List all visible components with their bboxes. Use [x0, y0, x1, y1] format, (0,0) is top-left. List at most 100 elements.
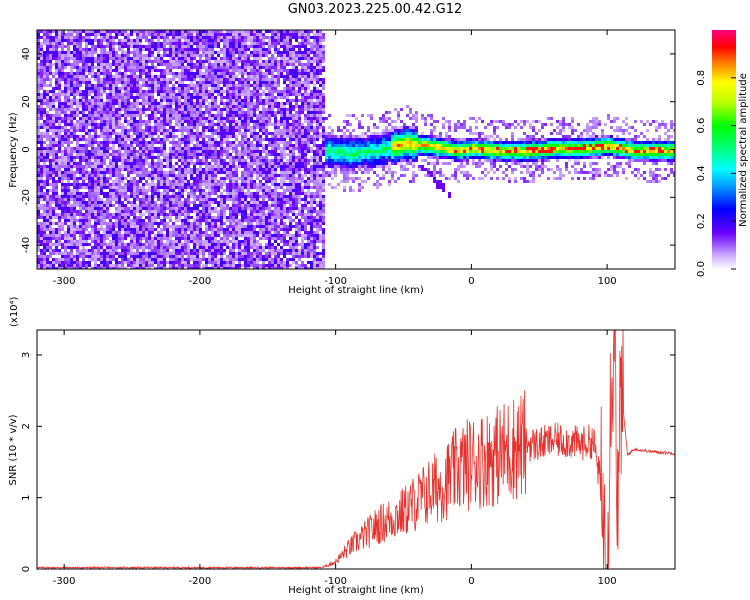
spectrogram-cell	[76, 255, 79, 258]
spectrogram-cell	[187, 69, 190, 72]
spectrogram-cell	[70, 228, 73, 231]
spectrogram-cell	[73, 48, 76, 51]
spectrogram-cell	[37, 183, 40, 186]
spectrogram-cell	[58, 90, 61, 93]
spectrogram-cell	[88, 102, 91, 105]
spectrogram-cell	[52, 165, 55, 168]
spectrogram-cell	[148, 45, 151, 48]
spectrogram-cell	[70, 195, 73, 198]
spectrogram-cell	[187, 141, 190, 144]
spectrogram-cell	[58, 30, 61, 33]
spectrogram-cell	[112, 81, 115, 84]
spectrogram-cell	[238, 195, 241, 198]
spectrogram-cell	[52, 216, 55, 219]
spectrogram-cell	[244, 168, 247, 171]
spectrogram-cell	[145, 150, 148, 153]
spectrogram-cell	[187, 66, 190, 69]
spectrogram-cell	[121, 48, 124, 51]
spectrogram-cell	[115, 90, 118, 93]
spectrogram-cell	[163, 195, 166, 198]
spectrogram-cell	[181, 54, 184, 57]
spectrogram-cell	[94, 126, 97, 129]
spectrogram-cell	[85, 165, 88, 168]
spectrogram-cell	[244, 171, 247, 174]
spectrogram-cell	[208, 168, 211, 171]
spectrogram-cell	[193, 210, 196, 213]
spectrogram-cell	[97, 198, 100, 201]
spectrogram-cell	[190, 207, 193, 210]
spectrogram-cell	[205, 135, 208, 138]
spectrogram-cell	[118, 231, 121, 234]
spectrogram-cell	[229, 168, 232, 171]
spectrogram-cell	[202, 48, 205, 51]
spectrogram-cell	[184, 105, 187, 108]
spectrogram-cell	[121, 99, 124, 102]
spectrogram-cell	[88, 243, 91, 246]
spectrogram-cell	[52, 183, 55, 186]
spectrogram-cell	[61, 162, 64, 165]
spectrogram-cell	[232, 243, 235, 246]
spectrogram-cell	[82, 114, 85, 117]
spectrogram-cell	[160, 234, 163, 237]
spectrogram-cell	[52, 138, 55, 141]
spectrogram-cell	[76, 243, 79, 246]
spectrogram-cell	[214, 72, 217, 75]
spectrogram-cell	[211, 180, 214, 183]
spectrogram-cell	[235, 246, 238, 249]
spectrogram-cell	[172, 258, 175, 261]
spectrogram-cell	[73, 180, 76, 183]
spectrogram-cell	[52, 177, 55, 180]
spectrogram-cell	[211, 171, 214, 174]
spectrogram-cell	[52, 180, 55, 183]
spectrogram-cell	[169, 159, 172, 162]
spectrogram-cell	[232, 162, 235, 165]
spectrogram-cell	[145, 162, 148, 165]
spectrogram-cell	[241, 225, 244, 228]
spectrogram-cell	[232, 51, 235, 54]
spectrogram-cell	[217, 171, 220, 174]
spectrogram-cell	[145, 264, 148, 267]
spectrogram-cell	[235, 174, 238, 177]
spectrogram-cell	[232, 258, 235, 261]
spectrogram-cell	[154, 36, 157, 39]
spectrogram-cell	[139, 141, 142, 144]
spectrogram-cell	[151, 231, 154, 234]
spectrogram-cell	[214, 36, 217, 39]
spectrogram-cell	[64, 39, 67, 42]
spectrogram-cell	[73, 204, 76, 207]
spectrogram-cell	[127, 99, 130, 102]
spectrogram-cell	[115, 234, 118, 237]
spectrogram-cell	[43, 147, 46, 150]
spectrogram-cell	[61, 138, 64, 141]
spectrogram-cell	[97, 69, 100, 72]
spectrogram-cell	[178, 225, 181, 228]
spectrogram-cell	[169, 189, 172, 192]
spectrogram-cell	[202, 174, 205, 177]
spectrogram-cell	[226, 246, 229, 249]
spectrogram-cell	[82, 108, 85, 111]
spectrogram-cell	[208, 144, 211, 147]
spectrogram-cell	[244, 72, 247, 75]
spectrogram-cell	[58, 201, 61, 204]
spectrogram-cell	[67, 192, 70, 195]
spectrogram-cell	[178, 51, 181, 54]
spectrogram-cell	[37, 255, 40, 258]
spectrogram-cell	[133, 246, 136, 249]
spectrogram-cell	[76, 108, 79, 111]
spectrogram-cell	[121, 228, 124, 231]
spectrogram-cell	[91, 195, 94, 198]
spectrogram-cell	[49, 42, 52, 45]
spectrogram-cell	[172, 174, 175, 177]
spectrogram-cell	[223, 126, 226, 129]
spectrogram-cell	[160, 105, 163, 108]
spectrogram-cell	[226, 177, 229, 180]
spectrogram-cell	[97, 87, 100, 90]
spectrogram-cell	[100, 102, 103, 105]
spectrogram-cell	[178, 207, 181, 210]
spectrogram-cell	[55, 99, 58, 102]
spectrogram-cell	[118, 123, 121, 126]
spectrogram-cell	[229, 114, 232, 117]
spectrogram-cell	[100, 186, 103, 189]
spectrogram-cell	[196, 141, 199, 144]
spectrogram-cell	[142, 72, 145, 75]
